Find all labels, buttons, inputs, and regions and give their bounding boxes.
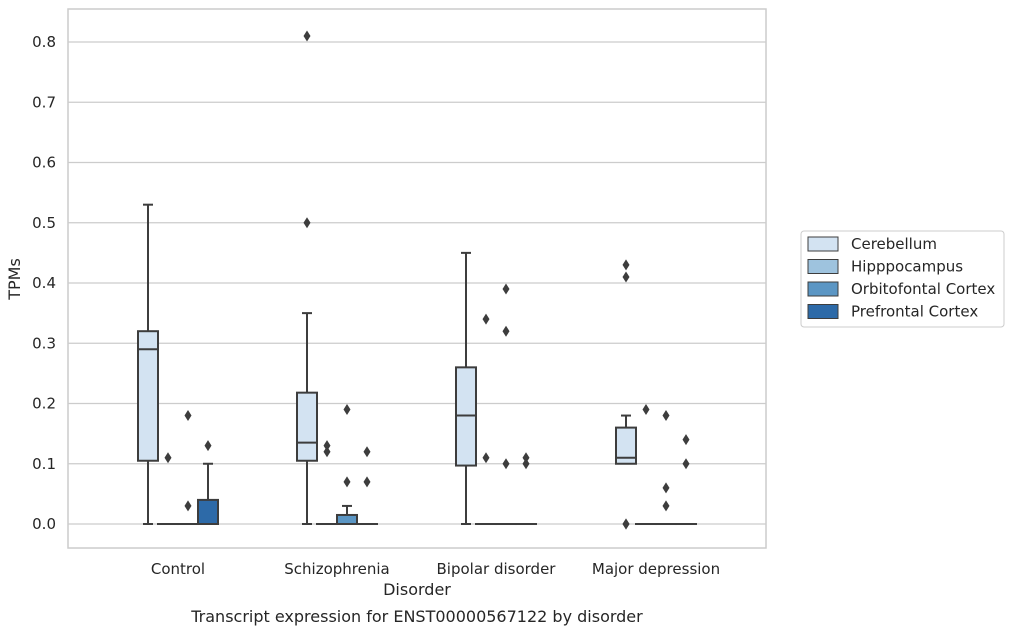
outlier-point: [622, 271, 630, 283]
outlier-point: [164, 452, 172, 464]
y-tick-label: 0.0: [32, 515, 56, 533]
outlier-point: [303, 217, 311, 229]
outlier-point: [502, 325, 510, 337]
box-prefrontal-cortex: [197, 440, 219, 525]
x-tick-label: Major depression: [592, 560, 720, 578]
outlier-point: [502, 283, 510, 295]
y-tick-label: 0.3: [32, 334, 56, 352]
legend-label: Hipppocampus: [851, 258, 963, 276]
legend-label: Prefrontal Cortex: [851, 303, 978, 321]
outlier-point: [343, 404, 351, 416]
box-hipppocampus: [157, 452, 179, 526]
x-tick-label: Control: [151, 560, 205, 578]
legend-swatch: [807, 281, 839, 297]
outlier-point: [323, 446, 331, 458]
x-axis-label: Disorder: [383, 580, 451, 599]
box-hipppocampus: [316, 440, 338, 526]
outlier-point: [323, 440, 331, 452]
outlier-point: [184, 500, 192, 512]
outlier-point: [622, 259, 630, 271]
outlier-point: [522, 458, 530, 470]
box-orbitofontal-cortex: [177, 410, 199, 526]
box-prefrontal-cortex: [675, 434, 697, 526]
outlier-point: [662, 410, 670, 422]
box-hipppocampus: [475, 313, 497, 526]
outlier-point: [363, 476, 371, 488]
box-orbitofontal-cortex: [655, 410, 677, 526]
x-axis-ticks: Control Schizophrenia Bipolar disorder Majo…: [151, 560, 720, 578]
y-axis-label: TPMs: [5, 258, 24, 301]
box-prefrontal-cortex: [356, 446, 378, 526]
y-tick-label: 0.6: [32, 154, 56, 172]
outlier-point: [522, 452, 530, 464]
box-orbitofontal-cortex: [336, 404, 358, 526]
outlier-point: [363, 446, 371, 458]
outlier-point: [682, 458, 690, 470]
box-cerebellum: [615, 259, 637, 530]
legend-label: Orbitofontal Cortex: [851, 280, 995, 298]
outlier-point: [184, 410, 192, 422]
y-tick-label: 0.4: [32, 274, 56, 292]
outlier-point: [622, 518, 630, 530]
x-tick-label: Bipolar disorder: [437, 560, 557, 578]
outlier-point: [303, 30, 311, 42]
legend-swatch: [807, 236, 839, 252]
outlier-point: [502, 458, 510, 470]
x-tick-label: Schizophrenia: [284, 560, 389, 578]
y-tick-label: 0.8: [32, 33, 56, 51]
plot-area-frame: [67, 8, 767, 549]
grid-lines: [68, 41, 766, 525]
legend-swatch: [807, 304, 839, 319]
box-cerebellum: [137, 203, 159, 525]
y-tick-label: 0.5: [32, 214, 56, 232]
outlier-point: [343, 476, 351, 488]
legend-frame: [800, 230, 1005, 328]
chart-title: Transcript expression for ENST0000056712…: [190, 607, 643, 626]
y-tick-label: 0.2: [32, 395, 56, 413]
legend-swatch: [807, 259, 839, 274]
y-tick-label: 0.1: [32, 455, 56, 473]
legend-label: Cerebellum: [851, 235, 937, 253]
box-prefrontal-cortex: [515, 452, 537, 526]
outlier-point: [662, 500, 670, 512]
outlier-point: [482, 452, 490, 464]
boxes: [137, 30, 697, 530]
outlier-point: [204, 440, 212, 452]
box-cerebellum: [455, 251, 477, 525]
legend-items: Cerebellum Hipppocampus Orbitofontal Corte…: [807, 235, 995, 321]
outlier-point: [482, 313, 490, 325]
outlier-point: [642, 404, 650, 416]
outlier-point: [662, 482, 670, 494]
legend: Cerebellum Hipppocampus Orbitofontal Corte…: [800, 230, 1005, 328]
box-cerebellum: [296, 30, 318, 525]
y-axis-ticks: 0.0 0.1 0.2 0.3 0.4 0.5 0.6 0.7 0.8: [32, 33, 56, 533]
y-tick-label: 0.7: [32, 93, 56, 111]
outlier-point: [682, 434, 690, 446]
